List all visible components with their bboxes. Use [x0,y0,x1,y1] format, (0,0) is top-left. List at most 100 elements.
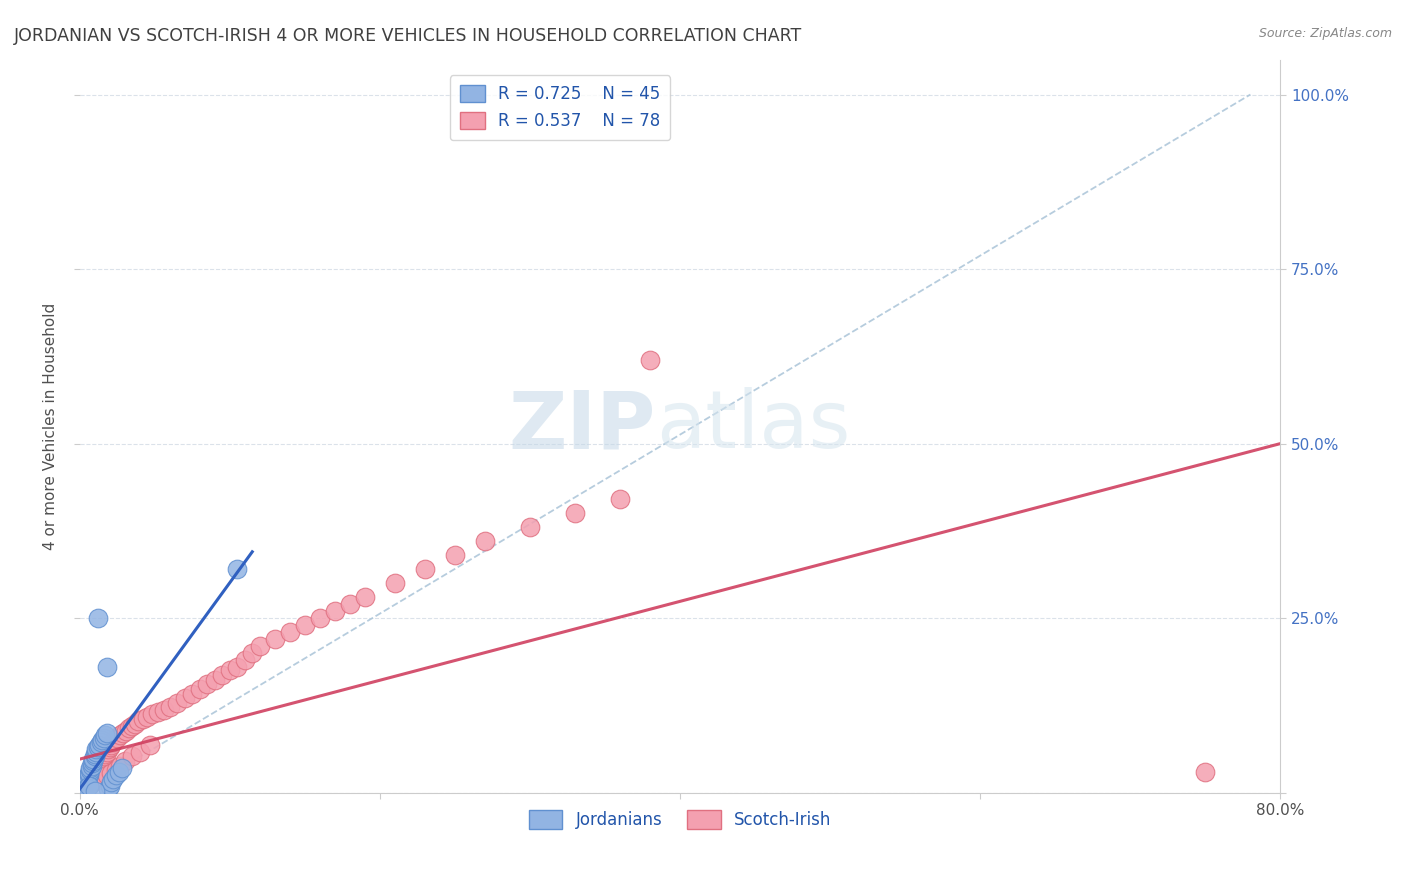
Point [82,766,104,780]
Point [94,747,117,762]
Point [108,728,131,742]
Point [240,646,263,660]
Point [218,664,240,678]
Point [86,773,108,788]
Point [82,754,104,768]
Point [96,660,118,674]
Point [112,726,135,740]
Point [100,775,122,789]
Point [181,686,204,700]
Point [76,773,98,788]
Point [204,673,226,687]
Point [159,700,181,714]
Point [564,507,586,521]
Point [233,653,256,667]
Point [121,749,143,764]
Point [294,618,316,632]
Point [91,752,114,766]
Point [76,780,98,794]
Point [131,712,153,726]
Point [115,724,138,739]
Point [75,777,97,791]
Point [77,780,100,794]
Point [323,604,346,618]
Point [77,768,100,782]
Point [166,696,188,710]
Point [83,783,105,797]
Point [136,710,159,724]
Point [146,706,169,720]
Point [118,722,141,736]
Point [101,735,124,749]
Point [384,576,406,591]
Point [96,745,118,759]
Point [128,745,150,759]
Point [90,735,112,749]
Point [72,781,94,796]
Point [173,691,195,706]
Point [353,590,375,604]
Point [101,772,124,786]
Point [97,742,120,756]
Point [72,780,94,794]
Point [73,779,96,793]
Point [1194,764,1216,779]
Point [93,731,115,746]
Point [86,611,108,625]
Point [79,764,101,778]
Point [474,534,496,549]
Point [86,740,108,755]
Point [97,782,120,797]
Point [114,754,136,768]
Point [73,783,96,797]
Point [77,773,100,788]
Point [82,752,104,766]
Point [141,707,163,722]
Point [84,745,107,759]
Point [105,731,128,746]
Point [339,597,361,611]
Point [226,562,249,576]
Point [72,784,94,798]
Text: atlas: atlas [657,387,851,465]
Point [96,768,118,782]
Point [444,549,467,563]
Point [79,777,101,791]
Text: JORDANIAN VS SCOTCH-IRISH 4 OR MORE VEHICLES IN HOUSEHOLD CORRELATION CHART: JORDANIAN VS SCOTCH-IRISH 4 OR MORE VEHI… [14,27,803,45]
Point [91,733,114,747]
Point [84,761,107,775]
Point [80,759,103,773]
Point [263,632,285,646]
Text: ZIP: ZIP [509,387,657,465]
Point [89,756,111,771]
Point [413,562,436,576]
Point [278,625,301,640]
Point [226,660,249,674]
Point [80,756,103,771]
Point [76,770,98,784]
Point [94,728,117,742]
Point [89,738,111,752]
Point [308,611,330,625]
Point [75,775,97,789]
Point [152,703,174,717]
Point [76,780,98,795]
Point [104,768,127,782]
Point [80,768,103,782]
Point [100,766,122,780]
Point [75,777,97,791]
Point [195,677,218,691]
Point [72,782,94,797]
Point [91,770,114,784]
Point [127,714,149,729]
Point [82,775,104,789]
Point [609,492,631,507]
Point [249,639,271,653]
Point [98,740,121,755]
Point [93,749,115,764]
Legend: Jordanians, Scotch-Irish: Jordanians, Scotch-Irish [522,803,838,836]
Point [84,742,107,756]
Point [83,764,105,778]
Point [90,754,112,768]
Point [70,785,93,799]
